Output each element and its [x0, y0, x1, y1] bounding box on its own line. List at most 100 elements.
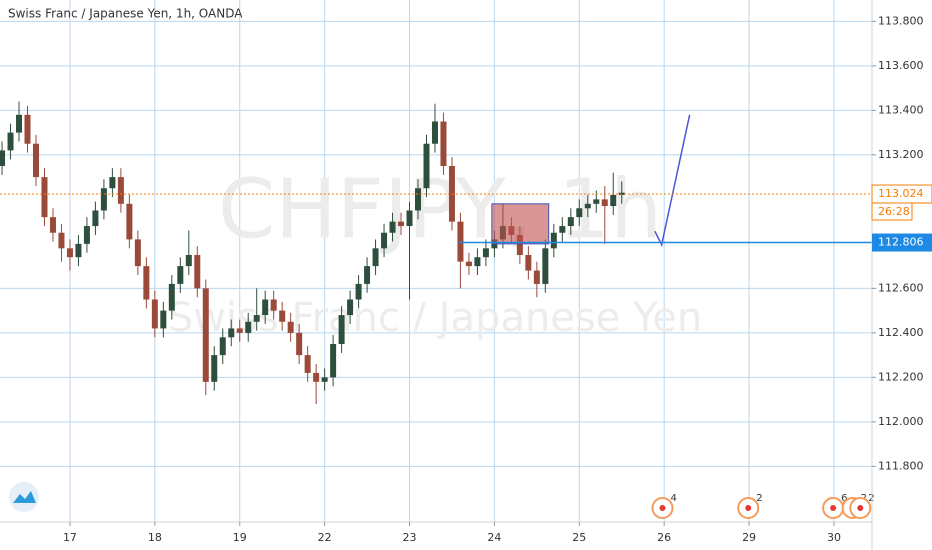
event-marker[interactable]: 2: [737, 493, 763, 519]
candle-body: [415, 188, 422, 211]
candle-body: [601, 199, 608, 207]
candle-body: [83, 226, 90, 244]
plot: 42622: [0, 101, 875, 519]
y-tick-label: 111.800: [878, 459, 924, 472]
x-tick-label: 30: [827, 531, 841, 544]
candle-body: [338, 315, 345, 344]
candle-body: [313, 372, 320, 382]
candle-body: [465, 261, 472, 267]
candle-body: [381, 232, 388, 249]
candle-body: [457, 221, 464, 262]
candle-body: [270, 299, 277, 311]
countdown-box: [871, 202, 913, 221]
candle-body: [143, 266, 150, 300]
candle-body: [75, 243, 82, 258]
logo[interactable]: [9, 482, 39, 512]
event-dot: [659, 505, 666, 511]
candle-body: [593, 199, 600, 204]
x-tick-label: 23: [403, 531, 417, 544]
candle-body: [134, 239, 141, 267]
x-tick-label: 24: [487, 531, 501, 544]
y-tick-label: 112.400: [878, 326, 924, 339]
x-tick-label: 18: [148, 531, 162, 544]
candle-body: [448, 165, 455, 222]
candle-body: [389, 221, 396, 233]
x-tick-label: 25: [572, 531, 586, 544]
x-tick-label: 22: [318, 531, 332, 544]
candle-body: [364, 266, 371, 284]
level-label-box: [872, 233, 932, 252]
candle-body: [576, 208, 583, 218]
candle-body: [126, 203, 133, 240]
x-tick-label: 26: [657, 531, 671, 544]
candle-body: [100, 188, 107, 211]
candle-body: [109, 177, 116, 189]
x-tick-label: 17: [63, 531, 77, 544]
candle-body: [58, 232, 65, 249]
candle-body: [160, 310, 167, 329]
candle-body: [406, 210, 413, 227]
candle-body: [610, 194, 617, 207]
event-count: 2: [868, 493, 874, 504]
candle-body: [7, 132, 14, 151]
x-tick-label: 19: [233, 531, 247, 544]
candle-body: [542, 248, 549, 284]
candle-body: [355, 283, 362, 300]
event-dot: [857, 505, 864, 511]
candle-body: [321, 377, 328, 382]
candle-body: [228, 328, 235, 338]
candle-body: [236, 328, 243, 333]
candle-body: [287, 321, 294, 333]
candle-body: [41, 177, 48, 218]
candle-body: [151, 299, 158, 329]
candle-body: [0, 150, 6, 166]
event-dot: [745, 505, 752, 511]
x-tick-label: 29: [742, 531, 756, 544]
event-marker[interactable]: 4: [651, 493, 677, 519]
y-tick-label: 112.600: [878, 281, 924, 294]
candle-body: [262, 299, 269, 316]
candle-body: [49, 217, 56, 233]
candle-body: [185, 254, 192, 267]
candle-body: [168, 283, 175, 311]
candle-body: [550, 232, 557, 249]
event-count: 2: [756, 493, 762, 504]
candle-body: [296, 332, 303, 356]
current-price-label: 113.024: [878, 187, 924, 200]
candle-body: [245, 321, 252, 333]
axes: 111.800 112.000 112.200 112.400 112.600 113.2…: [63, 14, 932, 544]
candle-body: [194, 254, 201, 289]
candle-body: [92, 210, 99, 227]
candle-body: [423, 143, 430, 189]
event-marker[interactable]: 6: [822, 493, 847, 519]
event-dot: [830, 505, 837, 511]
candle-body: [202, 288, 209, 382]
candle-body: [398, 221, 405, 227]
candle-body: [584, 203, 591, 209]
y-tick-label: 112.000: [878, 415, 924, 428]
box-drawing: [491, 203, 550, 245]
countdown-label: 26:28: [878, 205, 910, 218]
candle-body: [117, 177, 124, 204]
y-tick-label: 112.200: [878, 370, 924, 383]
event-marker[interactable]: 2: [849, 493, 875, 519]
y-tick-label: 113.800: [878, 14, 924, 27]
candle-body: [66, 248, 73, 258]
candle-body: [440, 121, 447, 166]
level-label: 112.806: [878, 236, 924, 249]
candle-body: [304, 355, 311, 373]
event-count: 4: [670, 493, 676, 504]
candle-body: [372, 248, 379, 267]
candle-body: [525, 254, 532, 271]
candle-body: [482, 248, 489, 258]
candle-body: [253, 315, 260, 322]
y-tick-label: 113.600: [878, 59, 924, 72]
candle-body: [16, 114, 23, 133]
arrow-drawing: [654, 114, 691, 248]
candle-body: [567, 217, 574, 227]
candle-body: [559, 226, 566, 233]
y-tick-label: 113.200: [878, 148, 924, 161]
candle-body: [279, 310, 286, 322]
